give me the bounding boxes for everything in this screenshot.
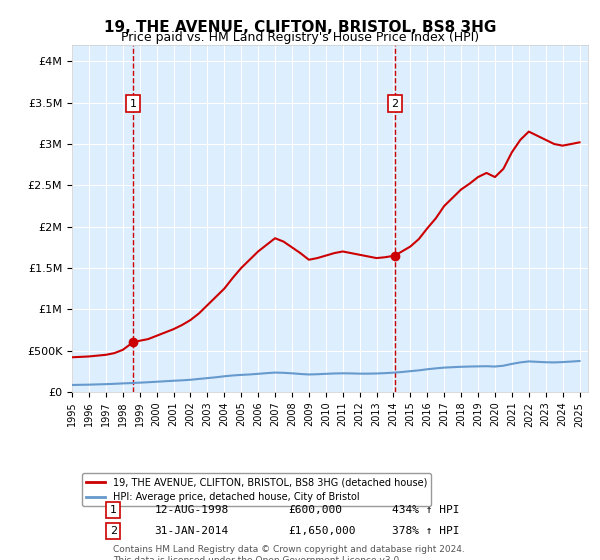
Text: Contains HM Land Registry data © Crown copyright and database right 2024.
This d: Contains HM Land Registry data © Crown c…	[113, 545, 465, 560]
Legend: 19, THE AVENUE, CLIFTON, BRISTOL, BS8 3HG (detached house), HPI: Average price, : 19, THE AVENUE, CLIFTON, BRISTOL, BS8 3H…	[82, 473, 431, 506]
Text: £1,650,000: £1,650,000	[289, 526, 356, 536]
Text: 31-JAN-2014: 31-JAN-2014	[155, 526, 229, 536]
Text: £600,000: £600,000	[289, 505, 343, 515]
Text: 19, THE AVENUE, CLIFTON, BRISTOL, BS8 3HG: 19, THE AVENUE, CLIFTON, BRISTOL, BS8 3H…	[104, 20, 496, 35]
Text: 1: 1	[110, 505, 117, 515]
Text: 12-AUG-1998: 12-AUG-1998	[155, 505, 229, 515]
Text: 434% ↑ HPI: 434% ↑ HPI	[392, 505, 460, 515]
Text: 2: 2	[110, 526, 117, 536]
Text: 378% ↑ HPI: 378% ↑ HPI	[392, 526, 460, 536]
Text: Price paid vs. HM Land Registry's House Price Index (HPI): Price paid vs. HM Land Registry's House …	[121, 31, 479, 44]
Text: 1: 1	[130, 99, 136, 109]
Text: 2: 2	[391, 99, 398, 109]
